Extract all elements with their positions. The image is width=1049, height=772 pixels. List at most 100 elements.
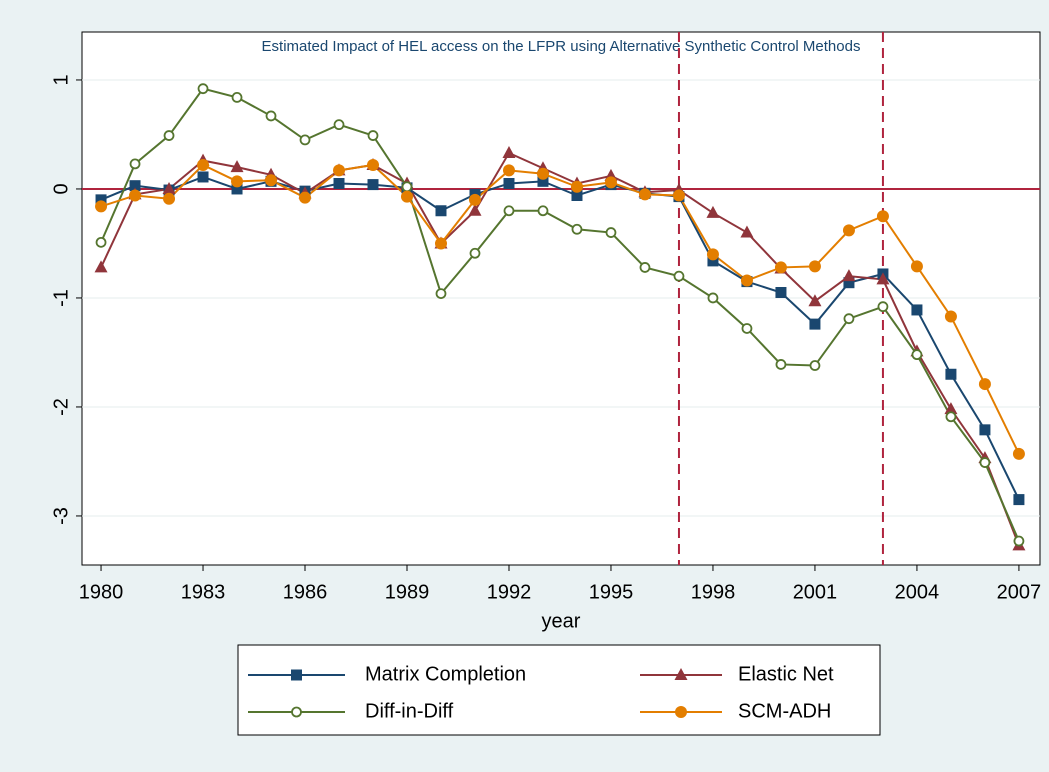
data-point	[94, 260, 108, 273]
data-point	[367, 130, 379, 141]
data-point	[231, 91, 243, 103]
x-tick-label: 2007	[997, 581, 1042, 603]
data-point	[129, 180, 141, 192]
data-point	[163, 130, 175, 141]
data-point	[944, 402, 958, 415]
y-tick-label: -3	[50, 507, 72, 525]
data-point	[231, 183, 243, 195]
data-point	[706, 248, 719, 261]
data-point	[571, 189, 583, 201]
data-point	[1012, 447, 1025, 460]
data-point	[400, 190, 413, 203]
data-point	[95, 236, 107, 248]
data-point	[639, 262, 651, 273]
data-point	[265, 174, 278, 187]
data-point	[333, 164, 346, 177]
data-point	[231, 175, 244, 188]
data-point	[197, 171, 209, 183]
data-point	[95, 200, 108, 213]
x-tick-label: 1995	[589, 581, 634, 603]
data-point	[843, 313, 855, 325]
data-point	[434, 237, 447, 250]
data-point	[707, 255, 719, 267]
data-point	[537, 205, 549, 217]
data-point	[197, 158, 210, 171]
data-point	[638, 188, 651, 201]
data-point	[979, 457, 991, 468]
data-point	[367, 158, 380, 171]
data-point	[911, 349, 923, 361]
x-tick-label: 1998	[691, 581, 736, 603]
data-point	[333, 119, 345, 131]
data-point	[979, 424, 991, 436]
legend-marker	[674, 668, 688, 680]
data-point	[809, 360, 821, 371]
x-tick-label: 2001	[793, 581, 838, 603]
data-point	[502, 164, 515, 177]
data-point	[163, 192, 176, 205]
data-point	[944, 310, 957, 323]
data-point	[774, 261, 787, 274]
data-point	[129, 189, 142, 202]
y-tick-label: 1	[50, 74, 72, 85]
data-point	[876, 210, 889, 223]
data-point	[605, 227, 617, 238]
data-point	[808, 294, 822, 307]
data-point	[740, 274, 753, 287]
data-point	[877, 301, 889, 313]
legend-label: Elastic Net	[738, 663, 834, 685]
data-point	[604, 176, 617, 189]
data-point	[469, 247, 481, 259]
data-point	[911, 304, 923, 316]
data-point	[435, 288, 447, 299]
x-tick-label: 1983	[181, 581, 226, 603]
data-point	[503, 178, 515, 190]
data-point	[808, 260, 821, 273]
y-tick-label: -1	[50, 289, 72, 307]
data-point	[1013, 494, 1025, 506]
data-point	[502, 145, 516, 158]
legend-label: Diff-in-Diff	[365, 700, 454, 722]
data-point	[842, 269, 856, 282]
data-point	[536, 167, 549, 180]
data-point	[162, 181, 176, 194]
data-point	[978, 378, 991, 391]
data-point	[672, 189, 685, 202]
data-point	[299, 134, 311, 146]
data-point	[775, 287, 787, 299]
series-line	[100, 163, 1020, 455]
data-point	[876, 272, 890, 285]
plot-area	[81, 31, 1041, 566]
legend-marker	[291, 706, 302, 718]
data-point	[707, 292, 719, 304]
data-point	[570, 180, 583, 193]
data-point	[740, 225, 754, 238]
data-point	[401, 181, 413, 193]
data-point	[435, 205, 447, 217]
data-point	[95, 194, 107, 206]
data-point	[910, 260, 923, 273]
data-point	[571, 223, 583, 235]
data-point	[1013, 535, 1025, 547]
x-tick-label: 1989	[385, 581, 430, 603]
legend-marker	[675, 706, 687, 718]
data-point	[468, 193, 481, 206]
legend	[237, 644, 881, 736]
data-point	[265, 110, 277, 122]
data-point	[842, 224, 855, 237]
data-point	[945, 368, 957, 380]
x-tick-label: 1986	[283, 581, 328, 603]
data-point	[197, 83, 209, 95]
data-point	[230, 160, 244, 173]
series-line	[100, 151, 1020, 546]
data-point	[537, 175, 549, 187]
x-tick-label: 1980	[79, 581, 124, 603]
data-point	[843, 277, 855, 289]
legend-label: SCM-ADH	[738, 700, 831, 722]
data-point	[673, 270, 685, 282]
data-point	[775, 359, 787, 370]
legend-label: Matrix Completion	[365, 663, 526, 685]
data-point	[945, 411, 957, 423]
